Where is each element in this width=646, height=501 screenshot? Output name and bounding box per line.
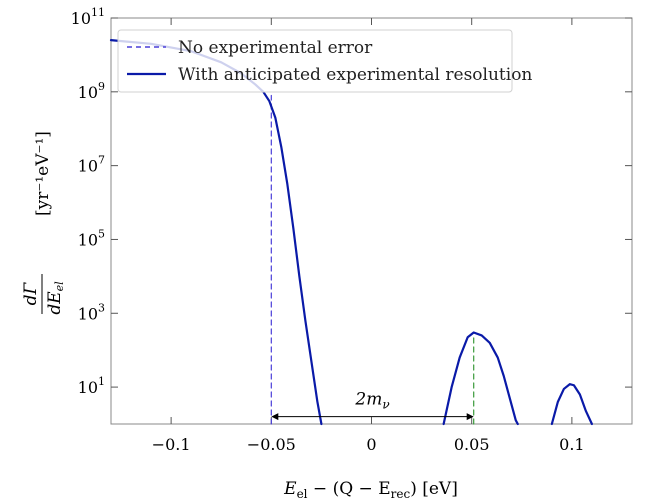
- y-axis-label: dΓ dEel [yr⁻¹eV⁻¹]: [21, 131, 66, 315]
- x-tick-label: 0: [366, 435, 376, 454]
- y-tick-label: 109: [78, 80, 105, 102]
- x-tick-label: −0.1: [152, 435, 191, 454]
- x-tick-label: −0.05: [247, 435, 296, 454]
- svg-text:dΓ: dΓ: [21, 281, 41, 305]
- y-tick-label: 1011: [71, 6, 105, 28]
- y-tick-label: 103: [78, 301, 105, 323]
- x-tick-label: 0.05: [454, 435, 490, 454]
- series-layer: [109, 39, 594, 426]
- y-tick-label: 105: [78, 227, 105, 249]
- resolution-curve-segment: [442, 331, 519, 426]
- arrow-head-left: [271, 413, 279, 421]
- resolution-curve-segment: [550, 383, 594, 426]
- annotation: 2mν: [271, 390, 474, 421]
- legend-box: [117, 29, 513, 93]
- y-tick-label: 101: [78, 375, 105, 397]
- ticks: [111, 17, 632, 424]
- y-tick-label: 107: [78, 154, 105, 176]
- svg-text:[yr⁻¹eV⁻¹]: [yr⁻¹eV⁻¹]: [33, 131, 53, 216]
- legend: No experimental error With anticipated ex…: [117, 29, 532, 93]
- x-axis-label: Eel − (Q − Erec) [eV]: [283, 479, 458, 501]
- legend-label: With anticipated experimental resolution: [178, 65, 532, 85]
- arrow-head-right: [466, 413, 474, 421]
- annotation-label: 2mν: [354, 390, 389, 412]
- legend-label: No experimental error: [178, 38, 373, 58]
- tick-labels: −0.1 −0.05 0 0.05 0.1 101 103 105 107 109 1011: [71, 6, 585, 454]
- svg-text:dEel: dEel: [45, 281, 66, 315]
- x-tick-label: 0.1: [559, 435, 584, 454]
